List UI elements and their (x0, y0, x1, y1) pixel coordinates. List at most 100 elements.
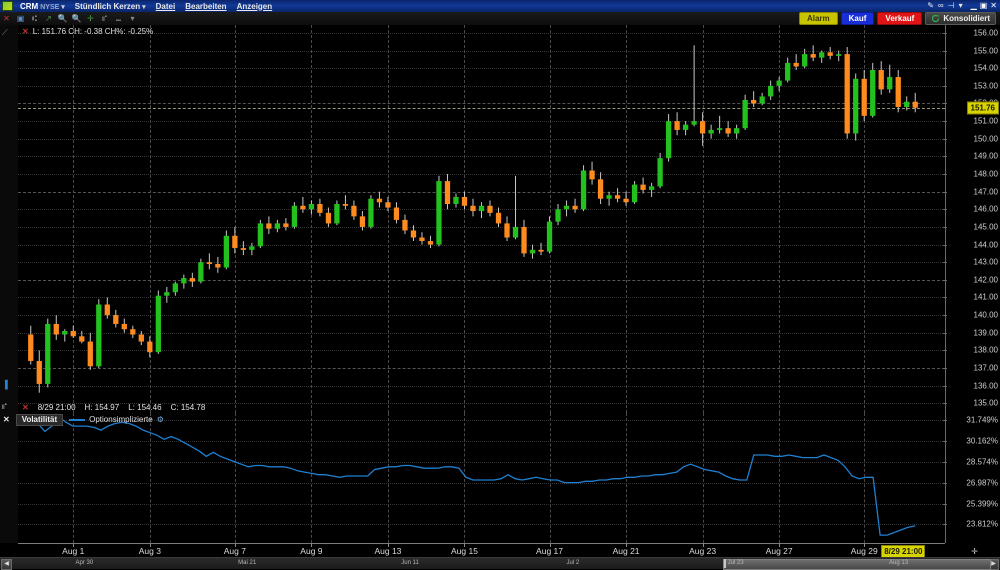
x-tick (779, 543, 781, 547)
close-button[interactable]: ✕ (990, 1, 997, 10)
scrollbar-grip[interactable] (722, 559, 726, 568)
price-axis-label: 139.00 (973, 328, 998, 338)
price-axis-label: 146.00 (973, 204, 998, 214)
y-tick (943, 121, 947, 123)
kauf-button[interactable]: Kauf (840, 12, 875, 25)
gridline-h (18, 461, 945, 463)
title-bar: ✎ ∞ ⊣ ▾ ▁ ▣ ✕ (0, 0, 1000, 12)
close-x-icon[interactable]: ✕ (3, 14, 10, 23)
x-tick (387, 543, 389, 547)
link-icon[interactable]: ∞ (937, 1, 944, 10)
minimize-button[interactable]: ▁ (970, 1, 977, 10)
y-tick (943, 279, 947, 281)
x-axis-label: Aug 27 (765, 546, 793, 556)
price-axis-label: 138.00 (973, 345, 998, 355)
gridline-h (18, 482, 945, 484)
konsolidiert-button[interactable]: Konsolidiert (925, 12, 996, 25)
x-axis-label: Aug 17 (536, 546, 564, 556)
y-tick (943, 174, 947, 176)
x-tick (626, 543, 628, 547)
price-y-axis[interactable]: 156.00155.00154.00153.00152.00151.00150.… (943, 25, 1000, 413)
price-axis-label: 143.00 (973, 257, 998, 267)
x-axis-label: Aug 29 (850, 546, 878, 556)
y-tick (943, 461, 947, 463)
verkauf-button[interactable]: Verkauf (877, 12, 923, 25)
scrollbar-thumb[interactable] (722, 559, 991, 570)
caret-down-icon[interactable]: ▾ (958, 1, 963, 10)
price-axis-label: 140.00 (973, 310, 998, 320)
volatility-axis-label: 30.162% (966, 436, 998, 446)
x-axis-label: Aug 23 (689, 546, 717, 556)
gridline-v (702, 25, 704, 413)
vol-axis-line (945, 413, 946, 543)
close-x-icon[interactable]: ✕ (22, 403, 29, 412)
price-axis-label: 155.00 (973, 46, 998, 56)
volatility-axis-label: 31.749% (966, 415, 998, 425)
x-axis-handle-icon[interactable]: ✛ (971, 547, 978, 556)
more-caret-icon[interactable]: ▾ (130, 14, 135, 23)
zoom-in-icon[interactable]: 🔍 (57, 14, 68, 23)
y-tick (943, 32, 947, 34)
window-buttons: ▁ ▣ ✕ (971, 2, 997, 10)
gridline-h (18, 332, 945, 334)
status-low: L: 154.46 (128, 403, 162, 412)
legend-label: Optionsimplizierte (89, 415, 153, 424)
pencil-icon[interactable]: ✎ (927, 1, 934, 10)
scrollbar-date-label: Aug 13 (889, 560, 909, 566)
price-info-line: ✕ L: 151.76 CH: -0.38 CH%: -0.25% (22, 27, 153, 36)
x-tick (311, 543, 313, 547)
line-chart-icon[interactable]: ↗ (45, 14, 52, 23)
gridline-v (311, 25, 313, 413)
zoom-out-icon[interactable]: 🔍 (71, 14, 82, 23)
price-axis-label: 137.00 (973, 363, 998, 373)
pin-icon[interactable]: ⊣ (947, 1, 955, 10)
horizontal-scrollbar[interactable]: ◀ ▶ Apr 30 Mai 21 Jun 11 Jul 2 Jul 23 Aug 13 (0, 557, 1000, 570)
gridline-h (18, 32, 945, 34)
gridline-v (311, 413, 313, 543)
scrollbar-date-label: Mai 21 (238, 560, 257, 566)
price-gutter: ⟋ ▐ ⑈ (0, 25, 18, 413)
scrollbar-date-label: Jul 2 (566, 560, 580, 566)
close-x-icon[interactable]: ✕ (3, 415, 10, 424)
price-plot-area[interactable] (18, 25, 945, 413)
x-axis[interactable]: ✛ Aug 1 Aug 3 Aug 7 Aug 9 Aug 13 Aug 15 Aug 17… (0, 543, 1000, 558)
crosshair-icon[interactable]: ✛ (87, 14, 94, 23)
indicator-icon[interactable]: ⑉ (116, 14, 121, 23)
gridline-h (18, 279, 945, 281)
chart-type-icon[interactable]: ▣ (16, 14, 25, 23)
gridline-h (18, 403, 945, 405)
settings-icon[interactable]: ⚙ (156, 415, 164, 424)
volatility-header: ✕ Volatilität Optionsimplizierte ⚙ (0, 413, 1000, 426)
gridline-v (234, 25, 236, 413)
compare-icon[interactable]: ⑈ (102, 14, 107, 23)
volume-icon[interactable]: ⑈ (2, 402, 7, 411)
gridline-h (18, 385, 945, 387)
y-tick (943, 156, 947, 158)
close-x-icon[interactable]: ✕ (22, 27, 29, 36)
y-tick (943, 503, 947, 505)
gridline-h (18, 191, 945, 193)
price-axis-label: 154.00 (973, 63, 998, 73)
toolbar: ✕ ▣ ⑆ ↗ 🔍 🔍 ✛ ⑈ ⑉ ▾ Alarm Kauf Verkauf K… (0, 12, 1000, 26)
volatility-plot-area[interactable] (18, 413, 945, 543)
price-axis-label: 145.00 (973, 222, 998, 232)
volatility-title[interactable]: Volatilität (15, 413, 64, 426)
drag-handle-icon[interactable]: ▐ (2, 380, 8, 389)
price-axis-label: 148.00 (973, 169, 998, 179)
gridline-v (149, 413, 151, 543)
gridline-v (779, 25, 781, 413)
bar-chart-icon[interactable]: ⑆ (32, 14, 37, 23)
gridline-v (626, 25, 628, 413)
x-axis-label: Aug 15 (451, 546, 478, 556)
gridline-v (73, 413, 75, 543)
alarm-button[interactable]: Alarm (798, 12, 838, 25)
volatility-y-axis[interactable]: 31.749% 30.162% 28.574% 26.987% 25.399% 23.81… (943, 413, 1000, 543)
gridline-h (18, 138, 945, 140)
y-tick (943, 209, 947, 211)
maximize-button[interactable]: ▣ (979, 1, 988, 10)
scroll-left-arrow[interactable]: ◀ (1, 559, 12, 570)
price-axis-label: 135.00 (973, 398, 998, 408)
price-axis-label: 136.00 (973, 381, 998, 391)
price-axis-label: 142.00 (973, 275, 998, 285)
y-tick (943, 441, 947, 443)
